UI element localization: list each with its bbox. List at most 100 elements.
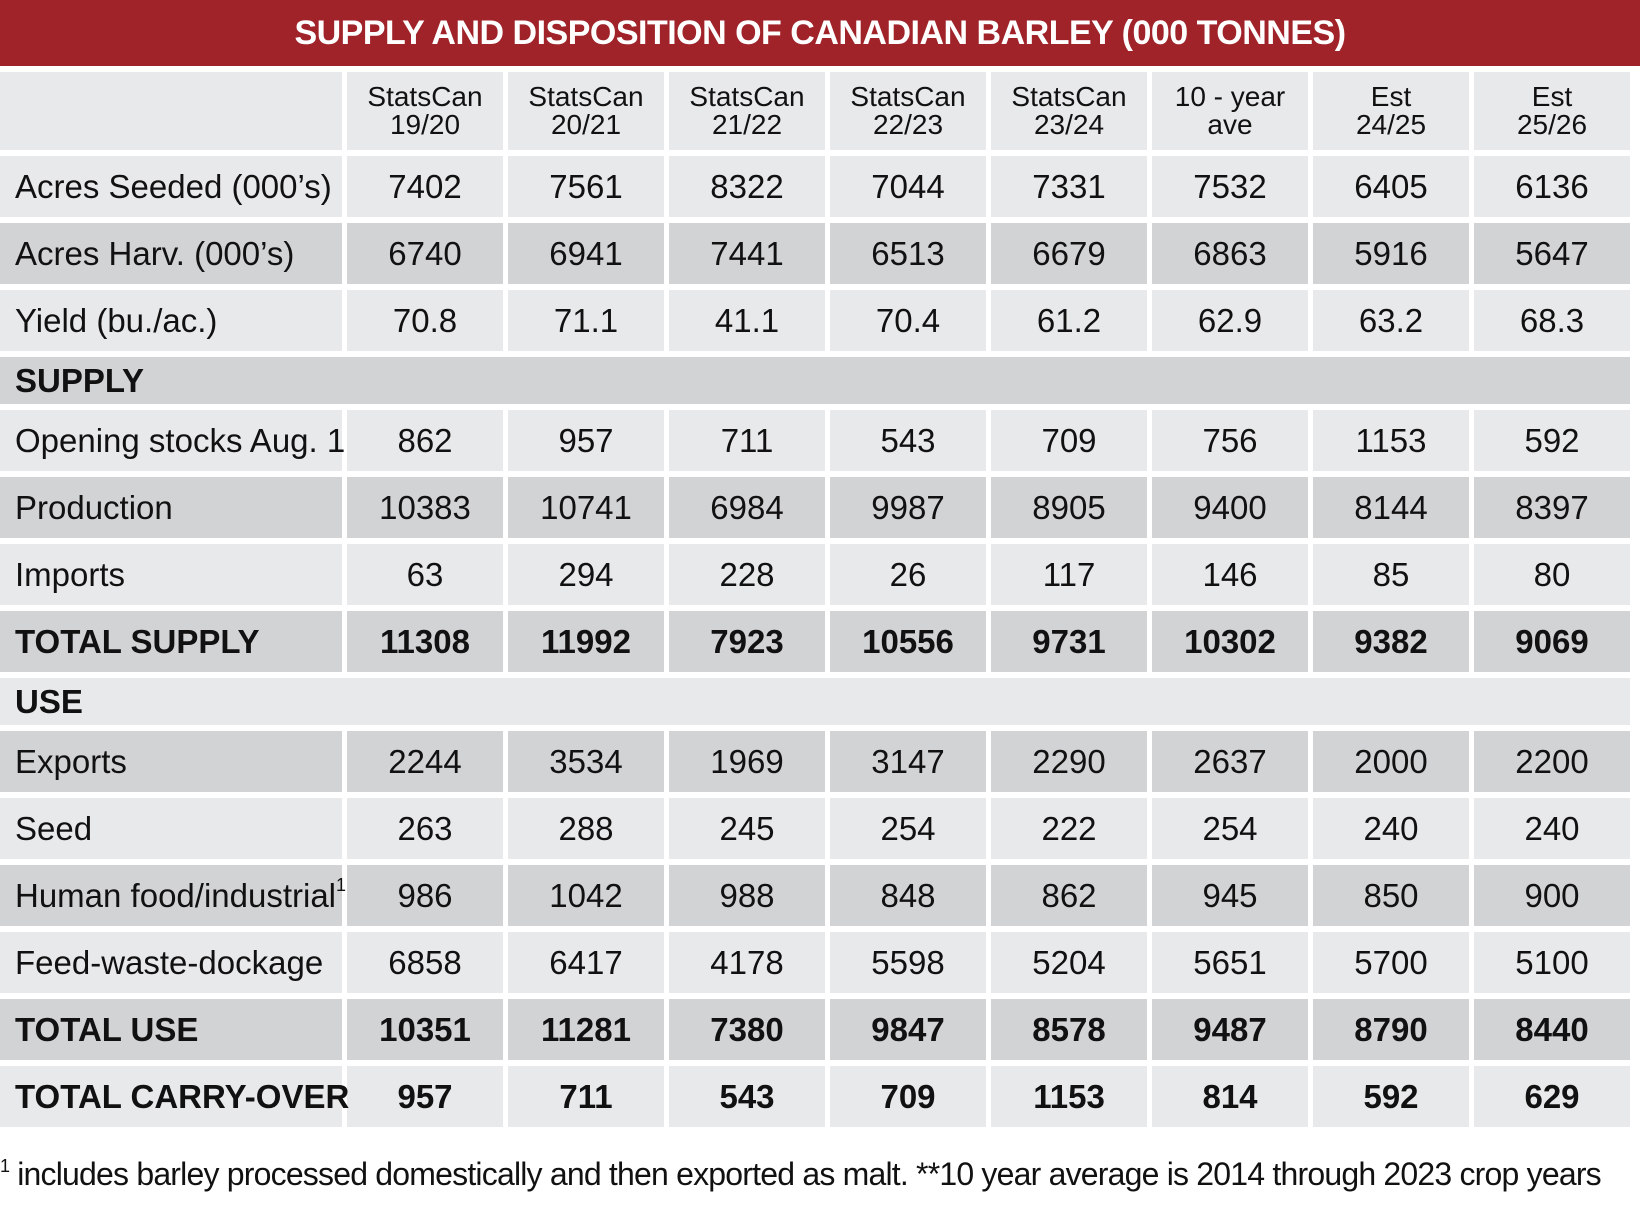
row-label: Acres Seeded (000’s) bbox=[0, 156, 342, 217]
table-cell: 117 bbox=[991, 544, 1147, 605]
row-label: Opening stocks Aug. 1 bbox=[0, 410, 345, 471]
table-cell: 8440 bbox=[1474, 999, 1630, 1060]
table-cell: 711 bbox=[508, 1066, 664, 1127]
table-cell: 7402 bbox=[347, 156, 503, 217]
table-cell: 2244 bbox=[347, 731, 503, 792]
table-cell: 709 bbox=[830, 1066, 986, 1127]
table-cell: 8397 bbox=[1474, 477, 1630, 538]
table-cell: 9987 bbox=[830, 477, 986, 538]
col-header-4: StatsCan 22/23 bbox=[830, 72, 986, 150]
row-label-text: Production bbox=[15, 488, 173, 526]
table-cell: 6513 bbox=[830, 223, 986, 284]
table-cell: 9487 bbox=[1152, 999, 1308, 1060]
table-cell: 71.1 bbox=[508, 290, 664, 351]
table-cell: 7331 bbox=[991, 156, 1147, 217]
table-cell: 7441 bbox=[669, 223, 825, 284]
table-cell: 957 bbox=[508, 410, 664, 471]
table-cell: 848 bbox=[830, 865, 986, 926]
col-header-3: StatsCan 21/22 bbox=[669, 72, 825, 150]
table-cell: 5647 bbox=[1474, 223, 1630, 284]
row-label-text: TOTAL SUPPLY bbox=[15, 622, 260, 660]
table-cell: 26 bbox=[830, 544, 986, 605]
table-cell: 2200 bbox=[1474, 731, 1630, 792]
row-label: Acres Harv. (000’s) bbox=[0, 223, 342, 284]
col-header-5: StatsCan 23/24 bbox=[991, 72, 1147, 150]
header-blank-cell bbox=[0, 72, 342, 150]
table-row-imports: Imports 63 294 228 26 117 146 85 80 bbox=[0, 544, 1630, 605]
row-label-text: Yield (bu./ac.) bbox=[15, 301, 218, 339]
table-cell: 146 bbox=[1152, 544, 1308, 605]
table-cell: 8905 bbox=[991, 477, 1147, 538]
table-cell: 988 bbox=[669, 865, 825, 926]
table-cell: 5651 bbox=[1152, 932, 1308, 993]
table-cell: 263 bbox=[347, 798, 503, 859]
row-label: Imports bbox=[0, 544, 342, 605]
table-cell: 11308 bbox=[347, 611, 503, 672]
table-cell: 70.4 bbox=[830, 290, 986, 351]
table-cell: 7380 bbox=[669, 999, 825, 1060]
table-cell: 2000 bbox=[1313, 731, 1469, 792]
table-cell: 288 bbox=[508, 798, 664, 859]
table-cell: 862 bbox=[347, 410, 503, 471]
row-label-text: Acres Harv. (000’s) bbox=[15, 234, 295, 272]
table-cell: 862 bbox=[991, 865, 1147, 926]
table-cell: 900 bbox=[1474, 865, 1630, 926]
table-cell: 9069 bbox=[1474, 611, 1630, 672]
table-cell: 5598 bbox=[830, 932, 986, 993]
table-row-production: Production 10383 10741 6984 9987 8905 9400 8144… bbox=[0, 477, 1630, 538]
table-cell: 945 bbox=[1152, 865, 1308, 926]
table-cell: 6984 bbox=[669, 477, 825, 538]
row-label: TOTAL SUPPLY bbox=[0, 611, 342, 672]
row-label-text: TOTAL CARRY-OVER bbox=[15, 1077, 350, 1115]
table-row-feed-waste: Feed-waste-dockage 6858 6417 4178 5598 5204 56… bbox=[0, 932, 1630, 993]
table-cell: 6740 bbox=[347, 223, 503, 284]
table-row-yield: Yield (bu./ac.) 70.8 71.1 41.1 70.4 61.2 62.9 6… bbox=[0, 290, 1630, 351]
table-cell: 957 bbox=[347, 1066, 503, 1127]
table-cell: 254 bbox=[1152, 798, 1308, 859]
col-header-7: Est 24/25 bbox=[1313, 72, 1469, 150]
table-cell: 6858 bbox=[347, 932, 503, 993]
row-label: TOTAL USE bbox=[0, 999, 342, 1060]
table-cell: 543 bbox=[669, 1066, 825, 1127]
table-cell: 5204 bbox=[991, 932, 1147, 993]
footnote-ref: 1 bbox=[336, 874, 347, 895]
row-label: Production bbox=[0, 477, 342, 538]
table-cell: 8322 bbox=[669, 156, 825, 217]
table-cell: 2290 bbox=[991, 731, 1147, 792]
table-cell: 10351 bbox=[347, 999, 503, 1060]
footnote: 1 includes barley processed domestically … bbox=[0, 1156, 1640, 1204]
table-cell: 8144 bbox=[1313, 477, 1469, 538]
table-cell: 814 bbox=[1152, 1066, 1308, 1127]
table-cell: 240 bbox=[1474, 798, 1630, 859]
table-cell: 61.2 bbox=[991, 290, 1147, 351]
footnote-mark: 1 bbox=[0, 1156, 10, 1176]
row-label: Yield (bu./ac.) bbox=[0, 290, 342, 351]
table-cell: 6941 bbox=[508, 223, 664, 284]
table-row-opening-stocks: Opening stocks Aug. 1 862 957 711 543 709 756 1… bbox=[0, 410, 1630, 471]
table-cell: 10302 bbox=[1152, 611, 1308, 672]
table-cell: 68.3 bbox=[1474, 290, 1630, 351]
row-label: Feed-waste-dockage bbox=[0, 932, 342, 993]
table-cell: 850 bbox=[1313, 865, 1469, 926]
table-cell: 254 bbox=[830, 798, 986, 859]
row-label: Human food/industrial1 bbox=[0, 865, 346, 926]
row-label-text: Imports bbox=[15, 555, 126, 593]
table-cell: 11281 bbox=[508, 999, 664, 1060]
table-row-seed: Seed 263 288 245 254 222 254 240 240 bbox=[0, 798, 1630, 859]
table-cell: 711 bbox=[669, 410, 825, 471]
table-cell: 543 bbox=[830, 410, 986, 471]
table-cell: 7044 bbox=[830, 156, 986, 217]
row-label: Exports bbox=[0, 731, 342, 792]
table-row-total-supply: TOTAL SUPPLY 11308 11992 7923 10556 9731 10302… bbox=[0, 611, 1630, 672]
table-cell: 85 bbox=[1313, 544, 1469, 605]
col-header-8: Est 25/26 bbox=[1474, 72, 1630, 150]
table-cell: 294 bbox=[508, 544, 664, 605]
table-cell: 5100 bbox=[1474, 932, 1630, 993]
section-label-use: USE bbox=[0, 678, 1630, 725]
footnote-text: includes barley processed domestically a… bbox=[17, 1156, 1601, 1192]
table-title: SUPPLY AND DISPOSITION OF CANADIAN BARLE… bbox=[0, 0, 1640, 66]
header-row: StatsCan 19/20 StatsCan 20/21 StatsCan 21/2… bbox=[0, 72, 1630, 150]
table-cell: 1153 bbox=[991, 1066, 1147, 1127]
row-label-text: TOTAL USE bbox=[15, 1010, 199, 1048]
